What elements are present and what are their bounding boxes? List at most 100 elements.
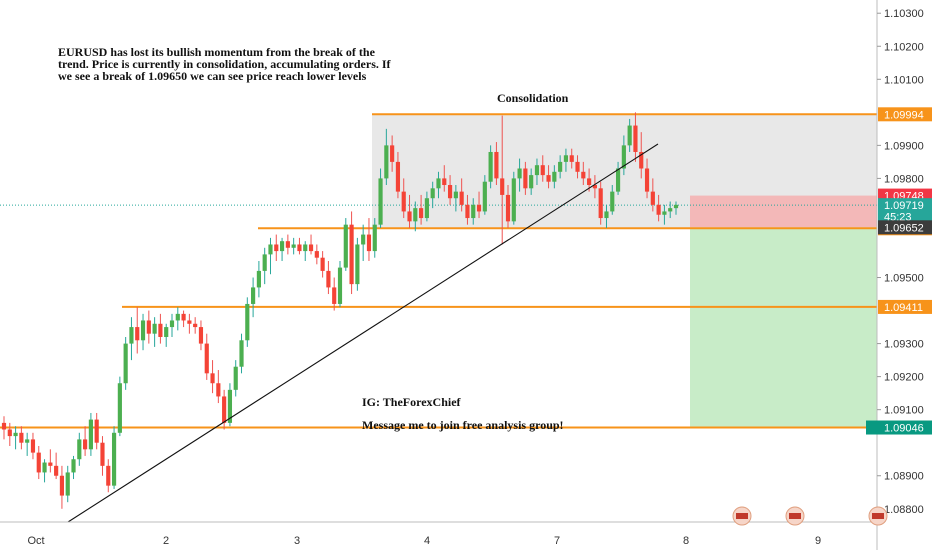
- candle-body: [465, 204, 470, 219]
- price-tick-label: 1.09500: [884, 273, 924, 285]
- candle-body: [19, 432, 24, 443]
- candle-body: [395, 161, 401, 192]
- candle-body: [355, 244, 360, 285]
- time-axis[interactable]: Oct 2 3 4 7 8 9: [0, 521, 877, 547]
- candle-body: [644, 168, 650, 192]
- candle-body: [424, 198, 429, 219]
- candle-body: [320, 257, 325, 271]
- stop-loss-zone[interactable]: [690, 195, 877, 228]
- candle-body: [430, 188, 435, 199]
- candle-body: [193, 323, 198, 328]
- candle-body: [65, 472, 70, 496]
- candle-body: [77, 439, 82, 460]
- candle-body: [175, 313, 180, 321]
- target-tag[interactable]: [878, 420, 932, 435]
- countdown-tag[interactable]: [878, 209, 932, 224]
- candle-body: [233, 366, 238, 390]
- candle-body: [100, 442, 105, 466]
- candle-body: [274, 244, 279, 252]
- candle-body: [488, 151, 493, 182]
- current-price-tag-label: 1.09719: [884, 200, 924, 212]
- support-mid-tag[interactable]: [878, 299, 932, 314]
- entry-tag-label: 1.09652: [884, 222, 924, 234]
- candle-body: [621, 145, 626, 169]
- price-tick-label: 1.09800: [884, 173, 924, 185]
- candle-body: [245, 303, 250, 341]
- candle-body: [158, 323, 163, 337]
- headline-line-2: trend. Price is currently in consolidati…: [58, 57, 392, 71]
- candle-body: [372, 224, 377, 252]
- candle-body: [30, 439, 36, 453]
- candle-body: [650, 191, 655, 205]
- candle-body: [639, 151, 644, 169]
- price-tick-label: 1.09900: [884, 140, 924, 152]
- candle-body: [500, 178, 505, 195]
- candle-body: [83, 439, 88, 450]
- candle-body: [222, 396, 227, 423]
- consolidation-top-tag[interactable]: [878, 107, 932, 122]
- candle-body: [447, 185, 453, 199]
- headline-line-3: we see a break of 1.09650 we can see pri…: [58, 69, 367, 83]
- join-group-message: Message me to join free analysis group!: [362, 418, 564, 432]
- price-tick-label: 1.10100: [884, 74, 924, 86]
- candle-body: [135, 327, 140, 341]
- take-profit-zone[interactable]: [690, 227, 877, 428]
- candle-body: [546, 175, 551, 182]
- candle-body: [187, 320, 192, 324]
- candle-body: [123, 343, 128, 384]
- candle-body: [268, 244, 273, 255]
- candle-body: [517, 168, 522, 179]
- candle-body: [633, 125, 638, 152]
- entry-tag[interactable]: [878, 220, 932, 235]
- event-flag-stripe: [736, 513, 748, 519]
- candle-body: [476, 204, 482, 212]
- candle-body: [1, 422, 7, 430]
- candle-body: [25, 439, 30, 443]
- time-tick-label: 2: [163, 535, 169, 547]
- price-tick-label: 1.09100: [884, 405, 924, 417]
- candle-body: [227, 389, 233, 423]
- candle-body: [71, 459, 76, 473]
- candle-body: [279, 241, 285, 252]
- price-tick-label: 1.10300: [884, 8, 924, 20]
- candle-body: [529, 175, 534, 189]
- candle-body: [117, 383, 122, 433]
- trendline-layer[interactable]: [67, 143, 659, 523]
- candle-body: [407, 211, 412, 222]
- price-axis[interactable]: 1.10300 1.10200 1.10100 1.09900 1.09800 1.095…: [866, 0, 932, 550]
- candle-body: [251, 287, 256, 304]
- candle-body: [558, 161, 563, 172]
- candle-body: [129, 327, 134, 344]
- candle-body: [662, 211, 667, 215]
- horizontal-levels[interactable]: [0, 113, 877, 429]
- price-tick-label: 1.08800: [884, 504, 924, 516]
- candle-body: [523, 168, 528, 189]
- candle-body: [140, 320, 146, 341]
- candle-body: [54, 465, 59, 476]
- candle-body: [297, 244, 302, 252]
- candle-body: [169, 320, 175, 328]
- target-flag[interactable]: [866, 420, 878, 435]
- candle-body: [401, 191, 406, 212]
- trendline[interactable]: [67, 143, 659, 523]
- candle-body: [505, 194, 511, 222]
- candle-body: [314, 251, 319, 258]
- candle-body: [390, 145, 395, 162]
- candle-body: [210, 373, 215, 384]
- candle-body: [204, 343, 209, 374]
- candle-body: [604, 211, 609, 219]
- time-tick-label: Oct: [27, 535, 44, 547]
- candle-body: [349, 224, 354, 285]
- support-mid-tag-label: 1.09411: [884, 302, 923, 314]
- position-tool[interactable]: [690, 195, 877, 428]
- candle-body: [627, 125, 632, 146]
- current-price-tag[interactable]: [878, 198, 932, 213]
- candle-body: [88, 419, 93, 450]
- target-tag-label: 1.09046: [884, 423, 924, 435]
- candle-body: [42, 462, 47, 473]
- candle-body: [7, 429, 12, 437]
- economic-events[interactable]: [732, 506, 888, 526]
- candle-body: [575, 161, 580, 172]
- candle-body: [419, 208, 424, 219]
